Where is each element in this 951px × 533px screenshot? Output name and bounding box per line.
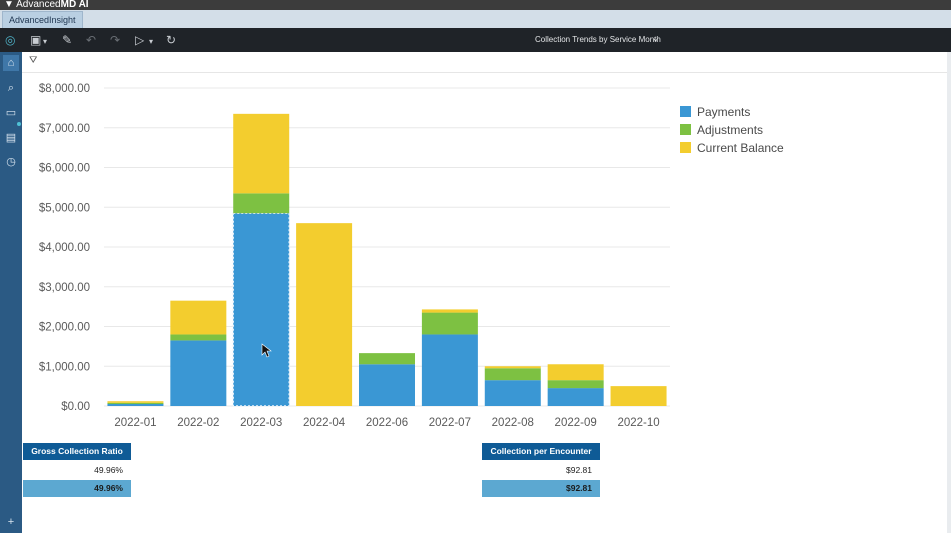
- run-play-icon[interactable]: ▷: [135, 33, 145, 47]
- x-axis-ticks: 2022-01 2022-02 2022-03 2022-04 2022-06 2022-…: [114, 417, 659, 429]
- legend-label[interactable]: Payments: [697, 105, 750, 119]
- bar-payments-2022-07[interactable]: [421, 334, 478, 406]
- toolbar: ◎ ▣ ▾ ✎ ↶ ↷ ▷ ▾ ↻ Collection Trends by S…: [0, 28, 951, 52]
- x-tick-label: 2022-10: [617, 417, 659, 429]
- add-icon[interactable]: +: [7, 516, 15, 528]
- gridlines: [104, 87, 670, 407]
- y-tick-label: $4,000.00: [39, 242, 90, 254]
- x-tick-label: 2022-03: [240, 417, 282, 429]
- save-icon[interactable]: ▣: [30, 33, 42, 47]
- legend-swatch-current-balance: [680, 142, 691, 153]
- y-tick-label: $2,000.00: [39, 322, 90, 334]
- x-tick-label: 2022-08: [492, 417, 534, 429]
- collection-per-encounter-value: $92.81: [566, 465, 592, 475]
- y-tick-label: $1,000.00: [39, 361, 90, 373]
- shared-folder-icon[interactable]: ▤: [5, 132, 17, 144]
- bar-adjustments-2022-02[interactable]: [170, 334, 227, 341]
- bar-payments-2022-08[interactable]: [484, 380, 541, 406]
- x-tick-label: 2022-01: [114, 417, 156, 429]
- undo-icon[interactable]: ↶: [86, 33, 97, 47]
- bar-payments-2022-03[interactable]: [232, 212, 290, 407]
- y-tick-label: $7,000.00: [39, 123, 90, 135]
- bar-adjustments-2022-03[interactable]: [233, 193, 290, 214]
- x-tick-label: 2022-06: [366, 417, 408, 429]
- bar-current-balance-2022-07[interactable]: [421, 309, 478, 313]
- tab-advancedinsight[interactable]: AdvancedInsight: [2, 11, 83, 28]
- y-tick-label: $0.00: [61, 401, 90, 413]
- gross-collection-ratio-header: Gross Collection Ratio: [23, 443, 131, 460]
- legend-label[interactable]: Current Balance: [697, 141, 784, 155]
- legend: Payments Adjustments Current Balance: [680, 105, 784, 155]
- filter-bar: ⛛: [22, 52, 951, 73]
- y-tick-label: $8,000.00: [39, 83, 90, 95]
- report-title-chevron-icon[interactable]: ⌄: [652, 33, 660, 43]
- x-tick-label: 2022-02: [177, 417, 219, 429]
- bar-current-balance-2022-04[interactable]: [296, 223, 353, 406]
- save-menu-chevron-icon[interactable]: ▾: [43, 37, 48, 46]
- bar-payments-2022-06[interactable]: [359, 364, 415, 406]
- bar-adjustments-2022-08[interactable]: [484, 368, 541, 381]
- x-tick-label: 2022-04: [303, 417, 346, 429]
- edit-pencil-icon[interactable]: ✎: [62, 33, 73, 47]
- app-title-bar: ▼ AdvancedMD AI: [0, 0, 951, 10]
- recent-clock-icon[interactable]: ◷: [6, 156, 16, 168]
- bars: [107, 113, 667, 407]
- report-title[interactable]: Collection Trends by Service Month: [535, 35, 661, 44]
- y-tick-label: $5,000.00: [39, 202, 90, 214]
- y-axis-ticks: $0.00 $1,000.00 $2,000.00 $3,000.00 $4,000.0…: [39, 83, 90, 413]
- collection-per-encounter-header: Collection per Encounter: [482, 443, 600, 460]
- bar-current-balance-2022-10[interactable]: [610, 386, 667, 406]
- app-globe-icon[interactable]: ◎: [5, 33, 16, 47]
- y-tick-label: $6,000.00: [39, 163, 90, 175]
- filter-icon[interactable]: ⛛: [29, 55, 38, 66]
- refresh-icon[interactable]: ↻: [166, 33, 177, 47]
- home-icon[interactable]: ⌂: [3, 55, 19, 71]
- x-tick-label: 2022-07: [429, 417, 471, 429]
- legend-swatch-payments: [680, 106, 691, 117]
- bar-current-balance-2022-01[interactable]: [107, 401, 164, 403]
- bar-current-balance-2022-02[interactable]: [170, 300, 227, 335]
- brand-logo: ▼ AdvancedMD AI: [4, 0, 89, 10]
- tab-bar: AdvancedInsight: [0, 10, 951, 28]
- y-tick-label: $3,000.00: [39, 282, 90, 294]
- notification-dot: [17, 122, 21, 126]
- bar-payments-2022-01[interactable]: [107, 404, 164, 406]
- bar-payments-2022-02[interactable]: [170, 340, 227, 406]
- bar-adjustments-2022-06[interactable]: [359, 353, 415, 365]
- bar-adjustments-2022-01[interactable]: [107, 402, 164, 405]
- legend-swatch-adjustments: [680, 124, 691, 135]
- scrollbar-track[interactable]: [947, 52, 951, 533]
- bar-current-balance-2022-03[interactable]: [233, 113, 290, 194]
- legend-label[interactable]: Adjustments: [697, 123, 763, 137]
- folder-icon[interactable]: ▭: [5, 107, 17, 119]
- bar-adjustments-2022-09[interactable]: [547, 380, 604, 389]
- run-menu-chevron-icon[interactable]: ▾: [149, 37, 154, 46]
- collection-per-encounter-bar: $92.81: [482, 480, 600, 497]
- bar-current-balance-2022-08[interactable]: [484, 366, 541, 369]
- x-tick-label: 2022-09: [555, 417, 597, 429]
- bar-current-balance-2022-09[interactable]: [547, 364, 604, 381]
- gross-collection-ratio-value: 49.96%: [94, 465, 123, 475]
- redo-icon[interactable]: ↷: [110, 33, 121, 47]
- mouse-cursor-icon: [261, 343, 272, 358]
- left-sidebar: ⌂ ⌕ ▭ ▤ ◷ +: [0, 52, 22, 533]
- search-icon[interactable]: ⌕: [7, 82, 15, 94]
- bar-adjustments-2022-07[interactable]: [421, 312, 478, 335]
- gross-collection-ratio-bar: 49.96%: [23, 480, 131, 497]
- bar-payments-2022-09[interactable]: [547, 388, 604, 406]
